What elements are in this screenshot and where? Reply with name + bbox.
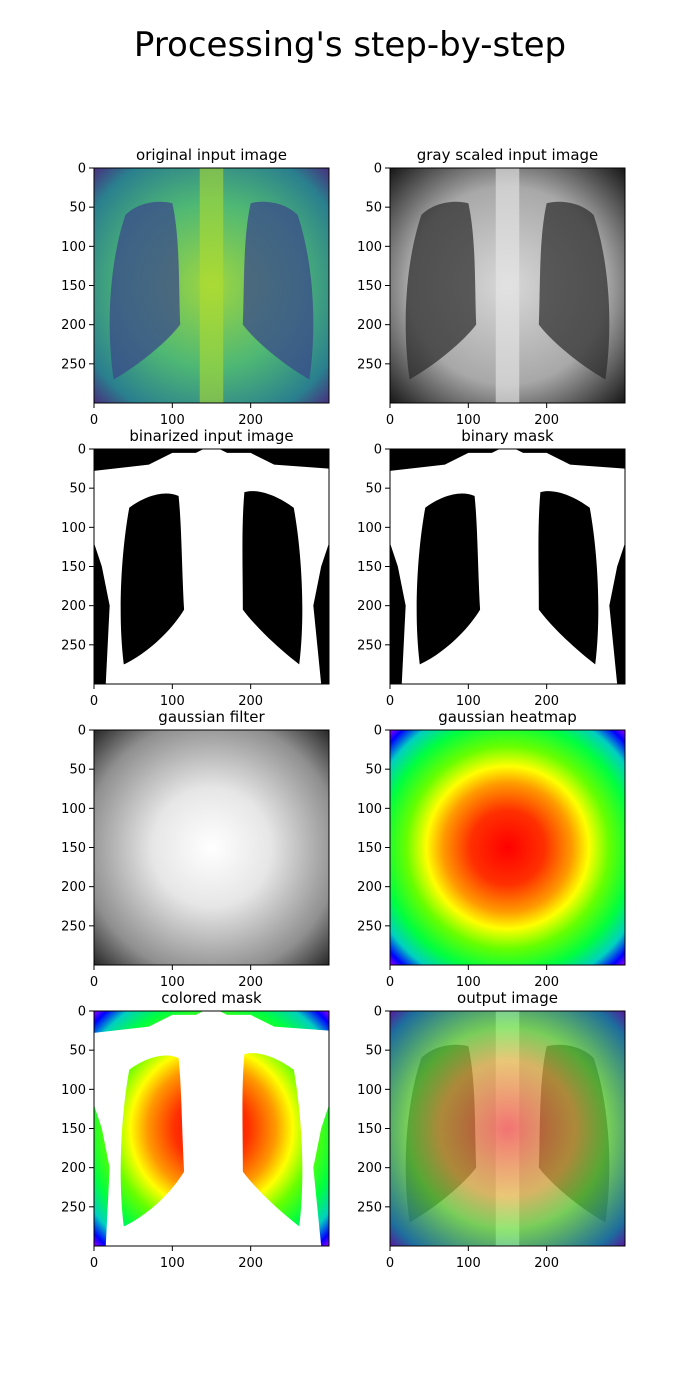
panel-title: binary mask	[461, 427, 554, 445]
x-tick-label: 0	[90, 413, 98, 428]
y-tick-label: 0	[78, 1005, 86, 1020]
panel-gray-scaled-input-image: gray scaled input image	[390, 146, 625, 403]
x-tick-label: 100	[160, 413, 185, 428]
y-tick-label: 100	[61, 240, 86, 255]
y-tick-label: 200	[61, 599, 86, 614]
x-tick-label: 100	[456, 413, 481, 428]
x-tick-label: 100	[160, 694, 185, 709]
y-tick-label: 250	[61, 638, 86, 653]
x-tick-label: 100	[456, 1256, 481, 1271]
y-tick-label: 250	[357, 357, 382, 372]
panel-colored-mask: colored mask	[94, 989, 329, 1246]
y-tick-label: 250	[357, 638, 382, 653]
y-tick-label: 0	[78, 443, 86, 458]
y-tick-label: 250	[357, 919, 382, 934]
x-tick-label: 0	[386, 413, 394, 428]
y-tick-label: 0	[374, 724, 382, 739]
y-tick-label: 200	[61, 318, 86, 333]
y-tick-label: 250	[357, 1200, 382, 1215]
panel-gaussian-heatmap: gaussian heatmap	[390, 708, 625, 965]
y-tick-label: 150	[357, 279, 382, 294]
y-tick-label: 100	[357, 240, 382, 255]
y-tick-label: 50	[365, 1044, 382, 1059]
y-tick-label: 200	[61, 1161, 86, 1176]
y-tick-label: 100	[61, 1083, 86, 1098]
y-tick-label: 250	[61, 1200, 86, 1215]
y-tick-label: 150	[61, 560, 86, 575]
x-tick-label: 200	[238, 413, 263, 428]
panel-title: colored mask	[161, 989, 262, 1007]
x-tick-label: 200	[238, 694, 263, 709]
x-tick-label: 200	[534, 975, 559, 990]
y-tick-label: 200	[357, 599, 382, 614]
y-tick-label: 150	[357, 1122, 382, 1137]
x-tick-label: 100	[456, 975, 481, 990]
y-tick-label: 50	[69, 1044, 86, 1059]
x-tick-label: 200	[534, 413, 559, 428]
y-tick-label: 0	[78, 162, 86, 177]
y-tick-label: 50	[69, 763, 86, 778]
x-tick-label: 0	[90, 975, 98, 990]
y-tick-label: 150	[357, 560, 382, 575]
y-tick-label: 100	[357, 802, 382, 817]
y-tick-label: 100	[357, 521, 382, 536]
y-tick-label: 150	[61, 841, 86, 856]
x-tick-label: 200	[238, 975, 263, 990]
x-tick-label: 0	[386, 1256, 394, 1271]
x-tick-label: 100	[160, 1256, 185, 1271]
panel-binary-mask: binary mask	[390, 427, 625, 684]
y-tick-label: 100	[357, 1083, 382, 1098]
panel-title: gray scaled input image	[417, 146, 599, 164]
y-tick-label: 50	[365, 482, 382, 497]
x-tick-label: 0	[386, 694, 394, 709]
y-tick-label: 0	[374, 1005, 382, 1020]
y-tick-label: 0	[374, 162, 382, 177]
x-tick-label: 0	[90, 694, 98, 709]
x-tick-label: 200	[534, 1256, 559, 1271]
y-tick-label: 50	[69, 201, 86, 216]
figure-title: Processing's step-by-step	[134, 25, 566, 65]
y-tick-label: 0	[374, 443, 382, 458]
panel-title: output image	[457, 989, 558, 1007]
panel-original-input-image: original input image	[94, 146, 329, 403]
y-tick-label: 200	[357, 1161, 382, 1176]
y-tick-label: 200	[357, 318, 382, 333]
x-tick-label: 0	[386, 975, 394, 990]
y-tick-label: 150	[61, 279, 86, 294]
panel-title: original input image	[136, 146, 287, 164]
panel-gaussian-filter: gaussian filter	[94, 708, 329, 965]
x-tick-label: 100	[160, 975, 185, 990]
y-tick-label: 250	[61, 357, 86, 372]
y-tick-label: 250	[61, 919, 86, 934]
panel-title: binarized input image	[129, 427, 293, 445]
panel-title: gaussian filter	[158, 708, 265, 726]
panel-binarized-input-image: binarized input image	[94, 427, 329, 684]
y-tick-label: 50	[69, 482, 86, 497]
x-tick-label: 100	[456, 694, 481, 709]
y-tick-label: 150	[61, 1122, 86, 1137]
panel-title: gaussian heatmap	[438, 708, 577, 726]
y-tick-label: 0	[78, 724, 86, 739]
y-tick-label: 50	[365, 763, 382, 778]
x-tick-label: 200	[238, 1256, 263, 1271]
x-tick-label: 200	[534, 694, 559, 709]
x-tick-label: 0	[90, 1256, 98, 1271]
y-tick-label: 100	[61, 802, 86, 817]
panel-output-image: output image	[390, 989, 625, 1246]
y-tick-label: 200	[357, 880, 382, 895]
y-tick-label: 50	[365, 201, 382, 216]
y-tick-label: 200	[61, 880, 86, 895]
y-tick-label: 150	[357, 841, 382, 856]
y-tick-label: 100	[61, 521, 86, 536]
